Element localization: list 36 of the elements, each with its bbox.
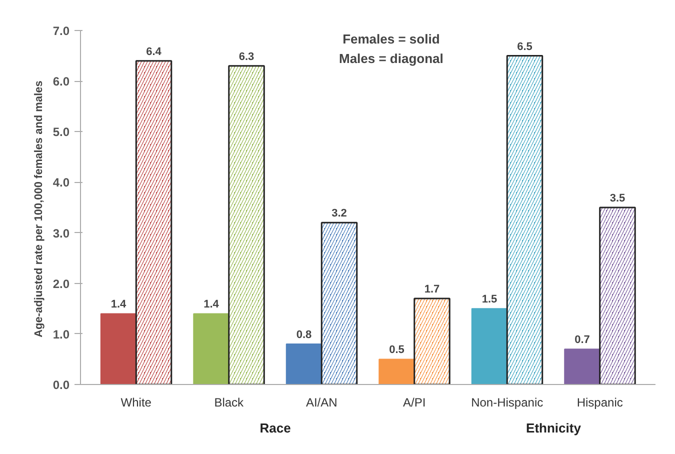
text: Race (260, 420, 291, 436)
text: Ethnicity (526, 420, 582, 436)
bar (378, 358, 415, 384)
data-label: 6.4 (146, 46, 162, 58)
x-tick-label: Black (214, 396, 245, 410)
x-tick-label: Non-Hispanic (471, 396, 544, 410)
data-label: 1.4 (204, 298, 220, 311)
y-axis-title: Age-adjusted rate per 100,000 females and males (32, 80, 45, 338)
x-tick-label: Hispanic (576, 396, 623, 410)
data-label: 0.8 (296, 329, 312, 342)
bar (100, 313, 137, 384)
data-label: 0.5 (389, 344, 404, 356)
data-label: 1.7 (424, 284, 440, 296)
bar (286, 344, 322, 384)
y-tick-label: 6.0 (52, 74, 70, 89)
data-label: 0.7 (574, 334, 590, 346)
data-label: 3.5 (610, 192, 626, 204)
annotation: Females = solid Males = diagonal (338, 31, 444, 66)
data-label: 1.4 (110, 298, 128, 311)
bar (193, 313, 230, 384)
bar (564, 348, 600, 384)
bar (471, 308, 508, 384)
y-tick-label: 3.0 (52, 226, 70, 240)
y-tick-label: 1.0 (52, 327, 70, 342)
y-tick-label: 0.0 (52, 378, 70, 392)
y-tick-label: 7.0 (52, 24, 70, 38)
data-label: 3.2 (332, 208, 347, 220)
data-label: 6.3 (238, 50, 254, 63)
y-tick-label: 4.0 (52, 176, 70, 190)
data-label: 1.5 (482, 294, 498, 306)
x-tick-label: White (120, 396, 152, 410)
y-tick-label: 2.0 (52, 276, 70, 291)
data-label: 6.5 (517, 40, 532, 53)
x-tick-label: AI/AN (306, 396, 338, 410)
x-tick-label: A/PI (403, 396, 426, 410)
y-tick-label: 5.0 (52, 125, 70, 140)
